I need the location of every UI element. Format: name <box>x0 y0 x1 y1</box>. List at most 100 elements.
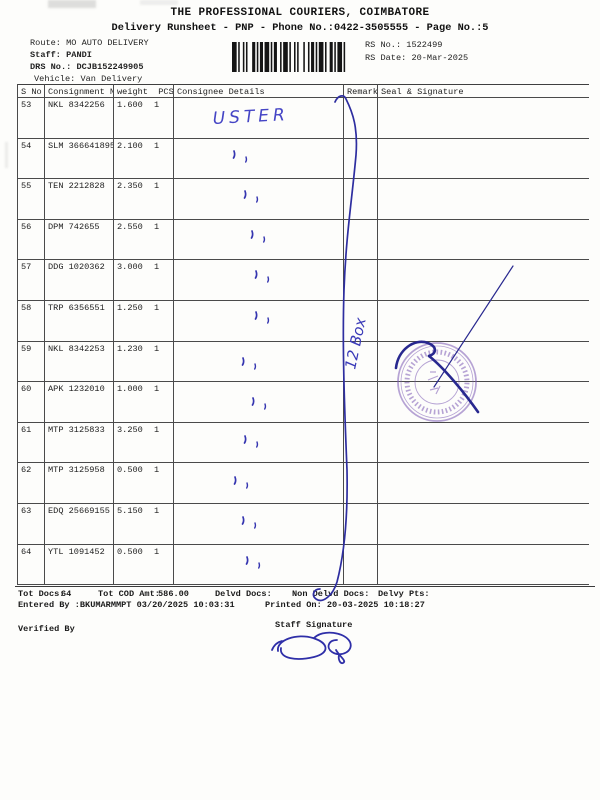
cell-weight-pcs: 2.350 1 <box>113 178 174 220</box>
weight-value: 3.250 <box>117 424 143 435</box>
cell-remarks <box>343 259 378 301</box>
table-row: 55 TEN 2212828 2.350 1 <box>17 178 589 220</box>
cell-remarks <box>343 178 378 220</box>
table-row: 62 MTP 3125958 0.500 1 <box>17 462 589 504</box>
cell-seal-signature <box>377 381 589 423</box>
verified-by-label: Verified By <box>18 624 75 634</box>
cell-weight-pcs: 0.500 1 <box>113 544 174 586</box>
cell-s-no: 60 <box>17 381 45 423</box>
table-row: 53 NKL 8342256 1.600 1 <box>17 97 589 139</box>
cell-seal-signature <box>377 219 589 261</box>
cell-s-no: 56 <box>17 219 45 261</box>
tot-cod-label: Tot COD Amt: <box>98 589 160 599</box>
cell-consignee-details <box>173 138 344 180</box>
scan-smudge <box>48 0 96 8</box>
column-header-rem: Remarks <box>343 84 378 98</box>
cell-seal-signature <box>377 544 589 586</box>
table-row: 57 DDG 1020362 3.000 1 <box>17 259 589 301</box>
pcs-value: 1 <box>154 181 160 192</box>
rs-date-label: RS Date: <box>365 53 407 63</box>
vehicle-label: Vehicle: <box>34 74 76 84</box>
cell-s-no: 53 <box>17 97 45 139</box>
runsheet-rows: 53 NKL 8342256 1.600 1 54 SLM 366641895 2.100 1… <box>17 97 589 586</box>
cell-seal-signature <box>377 300 589 342</box>
cell-s-no: 54 <box>17 138 45 180</box>
pcs-value: 1 <box>154 140 160 151</box>
runsheet-table: S No Consignment No weight PCS Consignee De… <box>17 84 589 586</box>
weight-value: 1.600 <box>117 100 143 110</box>
cell-seal-signature <box>377 178 589 220</box>
cell-seal-signature <box>377 462 589 504</box>
drs-value: DCJB152249905 <box>76 62 144 72</box>
weight-value: 0.500 <box>117 546 143 557</box>
cell-consignment-no: NKL 8342253 <box>44 341 114 383</box>
vehicle-line: Vehicle: Van Delivery <box>34 74 142 84</box>
tot-cod-value: 586.00 <box>158 589 189 599</box>
route-value: MO AUTO DELIVERY <box>66 38 149 48</box>
cell-remarks <box>343 138 378 180</box>
cell-consignment-no: DDG 1020362 <box>44 259 114 301</box>
staff-label: Staff: <box>30 50 61 60</box>
cell-consignment-no: NKL 8342256 <box>44 97 114 139</box>
table-row: 56 DPM 742655 2.550 1 <box>17 219 589 261</box>
entered-by-line: Entered By :BKUMARMMPT 03/20/2025 10:03:… <box>18 600 235 610</box>
cell-remarks <box>343 544 378 586</box>
staff-value: PANDI <box>66 50 92 60</box>
drs-label: DRS No.: <box>30 62 72 72</box>
scan-smudge <box>5 142 8 168</box>
staff-signature-label: Staff Signature <box>275 620 353 630</box>
table-row: 58 TRP 6356551 1.250 1 <box>17 300 589 342</box>
barcode-image <box>232 42 346 72</box>
pcs-value: 1 <box>154 505 160 516</box>
weight-value: 1.250 <box>117 302 143 313</box>
table-row: 59 NKL 8342253 1.230 1 <box>17 341 589 383</box>
table-row: 54 SLM 366641895 2.100 1 <box>17 138 589 180</box>
cell-seal-signature <box>377 138 589 180</box>
cell-seal-signature <box>377 97 589 139</box>
route-label: Route: <box>30 38 61 48</box>
cell-consignee-details <box>173 259 344 301</box>
pcs-value: 1 <box>154 262 160 273</box>
tot-docs-label: Tot Docs: <box>18 589 65 599</box>
drs-line: DRS No.: DCJB152249905 <box>30 62 143 72</box>
cell-s-no: 62 <box>17 462 45 504</box>
cell-seal-signature <box>377 341 589 383</box>
cell-weight-pcs: 2.100 1 <box>113 138 174 180</box>
scan-smudge <box>140 0 178 5</box>
cell-consignment-no: SLM 366641895 <box>44 138 114 180</box>
cell-consignee-details <box>173 381 344 423</box>
cell-seal-signature <box>377 503 589 545</box>
weight-value: 2.350 <box>117 181 143 192</box>
weight-value: 2.550 <box>117 221 143 232</box>
column-header-seal: Seal & Signature <box>377 84 589 98</box>
pcs-value: 1 <box>154 302 160 313</box>
cell-remarks <box>343 503 378 545</box>
cell-consignee-details <box>173 97 344 139</box>
pcs-value: 1 <box>154 100 160 110</box>
pcs-value: 1 <box>154 465 160 476</box>
pcs-value: 1 <box>154 384 160 395</box>
weight-value: 3.000 <box>117 262 143 273</box>
non-delvd-docs-label: Non Delvd Docs: <box>292 589 370 599</box>
weight-value: 2.100 <box>117 140 143 151</box>
rs-no-value: 1522499 <box>406 40 443 50</box>
cell-weight-pcs: 3.000 1 <box>113 259 174 301</box>
cell-weight-pcs: 1.000 1 <box>113 381 174 423</box>
weight-value: 1.230 <box>117 343 143 354</box>
cell-weight-pcs: 2.550 1 <box>113 219 174 261</box>
cell-s-no: 59 <box>17 341 45 383</box>
cell-consignee-details <box>173 422 344 464</box>
cell-s-no: 55 <box>17 178 45 220</box>
cell-s-no: 63 <box>17 503 45 545</box>
cell-s-no: 58 <box>17 300 45 342</box>
printed-on-line: Printed On: 20-03-2025 10:18:27 <box>265 600 425 610</box>
staff-signature-mark <box>271 631 352 665</box>
cell-consignee-details <box>173 300 344 342</box>
cell-remarks <box>343 381 378 423</box>
weight-value: 1.000 <box>117 384 143 395</box>
cell-s-no: 61 <box>17 422 45 464</box>
vehicle-value: Van Delivery <box>80 74 143 84</box>
cell-remarks <box>343 300 378 342</box>
cell-consignment-no: TEN 2212828 <box>44 178 114 220</box>
cell-remarks <box>343 97 378 139</box>
